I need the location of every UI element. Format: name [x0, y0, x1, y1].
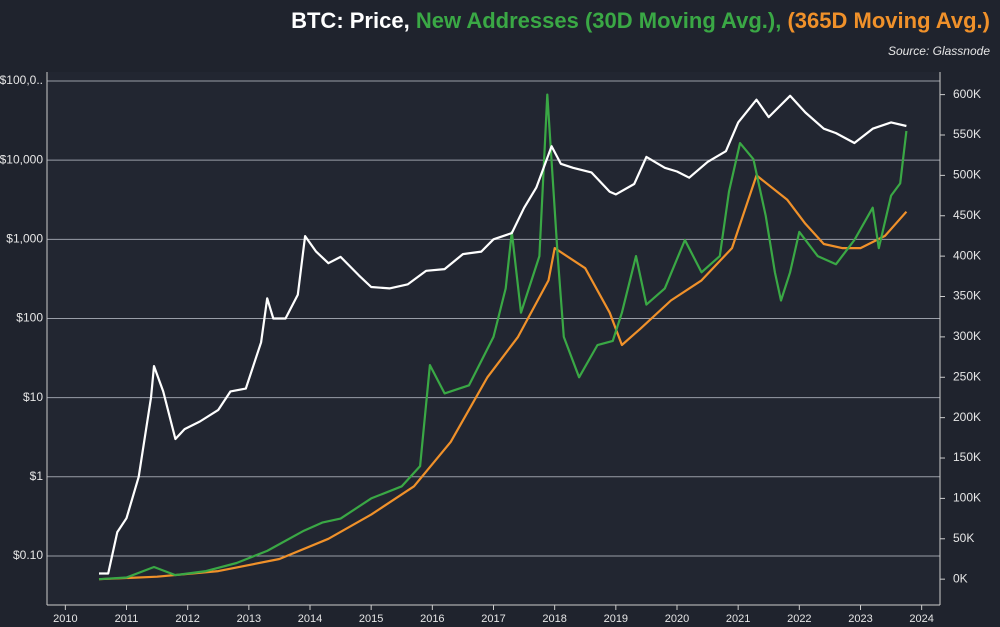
- y-tick-label: $1: [30, 469, 44, 483]
- y2-tick-label: 100K: [953, 491, 981, 505]
- y2-tick-label: 300K: [953, 329, 981, 343]
- chart-title: BTC: Price, New Addresses (30D Moving Av…: [291, 8, 990, 33]
- x-tick-label: 2015: [359, 613, 383, 625]
- x-tick-label: 2013: [237, 613, 261, 625]
- y2-tick-label: 50K: [953, 531, 974, 545]
- x-tick-label: 2018: [542, 613, 566, 625]
- y2-tick-label: 350K: [953, 289, 981, 303]
- y2-tick-label: 550K: [953, 127, 981, 141]
- series-line: [98, 93, 908, 581]
- x-tick-label: 2024: [909, 613, 933, 625]
- y2-tick-label: 400K: [953, 248, 981, 262]
- legend-entry: (365D Moving Avg.): [787, 8, 990, 33]
- x-tick-label: 2023: [848, 613, 872, 625]
- x-tick-label: 2020: [665, 613, 689, 625]
- x-tick-label: 2019: [604, 613, 628, 625]
- x-tick-label: 2016: [420, 613, 444, 625]
- legend-entry: BTC: Price,: [291, 8, 410, 33]
- y-tick-label: $100,0..: [0, 73, 43, 87]
- y2-tick-label: 250K: [953, 369, 981, 383]
- series-line: [99, 94, 907, 575]
- y2-tick-label: 500K: [953, 168, 981, 182]
- y2-tick-label: 600K: [953, 87, 981, 101]
- x-tick-label: 2022: [787, 613, 811, 625]
- x-tick-label: 2021: [726, 613, 750, 625]
- source: Source: Glassnode: [888, 44, 990, 58]
- x-tick-label: 2014: [298, 613, 322, 625]
- y-tick-label: $10: [23, 390, 43, 404]
- x-tick-label: 2012: [175, 613, 199, 625]
- y-tick-label: $0.10: [13, 548, 43, 562]
- y2-tick-label: 200K: [953, 410, 981, 424]
- y2-tick-label: 0K: [953, 571, 968, 585]
- x-tick-label: 2010: [53, 613, 77, 625]
- legend-entry: New Addresses (30D Moving Avg.),: [416, 8, 782, 33]
- y-tick-label: $10,000: [0, 152, 43, 166]
- x-tick-label: 2011: [115, 613, 139, 625]
- y-tick-label: $1,000: [6, 231, 43, 245]
- series-line: [98, 174, 908, 581]
- y2-tick-label: 150K: [953, 450, 981, 464]
- y2-tick-label: 450K: [953, 208, 981, 222]
- x-tick-label: 2017: [481, 613, 505, 625]
- y-tick-label: $100: [16, 311, 43, 325]
